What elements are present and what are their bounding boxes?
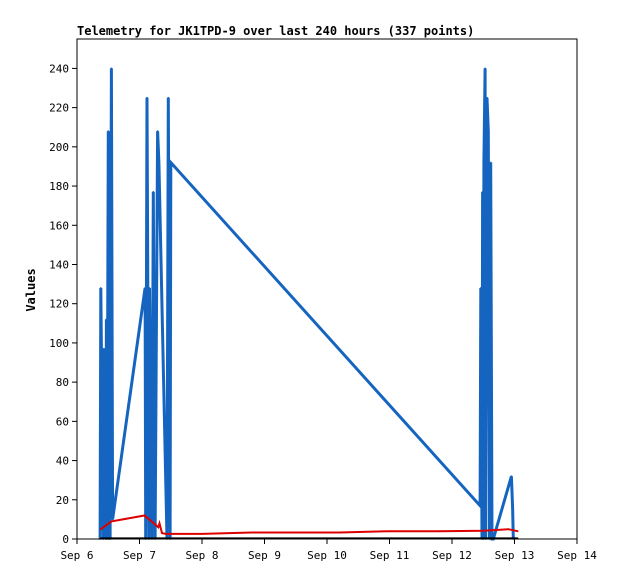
y-tick-label: 240	[49, 62, 69, 75]
series-red-point	[338, 531, 341, 534]
x-tick-label: Sep 13	[495, 549, 535, 562]
chart-title: Telemetry for JK1TPD-9 over last 240 hou…	[77, 24, 474, 38]
series-red-point	[516, 530, 519, 533]
x-tick-label: Sep 14	[557, 549, 597, 562]
series-blue-line	[98, 68, 515, 541]
x-tick-label: Sep 6	[60, 549, 93, 562]
series-blue-point	[144, 287, 147, 289]
series-blue-point	[146, 96, 148, 99]
y-tick-label: 220	[49, 102, 69, 115]
series-blue-point	[110, 67, 113, 70]
series-blue-point	[489, 161, 492, 164]
series-blue-point	[108, 224, 111, 227]
series-blue-point	[510, 475, 513, 478]
series-red-point	[201, 533, 203, 535]
series-blue-point	[486, 96, 488, 99]
y-tick-label: 100	[49, 337, 69, 350]
x-tick-label: Sep 7	[123, 549, 156, 562]
y-tick-label: 80	[56, 376, 69, 389]
x-tick-label: Sep 9	[248, 549, 281, 562]
series-blue-point	[107, 130, 110, 133]
series-blue-point	[105, 318, 108, 321]
series-red-point	[482, 529, 485, 532]
series-blue-point	[481, 191, 484, 193]
series-red-point	[176, 533, 178, 535]
series-red-point	[158, 522, 161, 525]
series-blue-point	[483, 161, 485, 164]
series-red-point	[157, 526, 160, 529]
series-blue-point	[479, 504, 481, 507]
series-blue-point	[99, 287, 102, 289]
y-tick-label: 200	[49, 141, 69, 154]
series-red-point	[251, 531, 253, 534]
y-axis-label: Values	[24, 268, 38, 311]
series-blue-point	[511, 506, 514, 509]
y-tick-label: 180	[49, 180, 69, 193]
y-tick-label: 160	[49, 219, 69, 232]
series-red-point	[164, 533, 167, 535]
series-red-point	[294, 531, 297, 534]
series-red-point	[388, 530, 391, 533]
series-red-point	[143, 514, 146, 517]
series-blue-point	[148, 287, 151, 289]
series-red-point	[438, 530, 441, 533]
y-tick-label: 60	[56, 415, 69, 428]
x-tick-label: Sep 8	[185, 549, 218, 562]
series-blue-point	[111, 518, 114, 521]
series-blue-point	[484, 67, 486, 70]
series-blue-point	[103, 347, 105, 350]
series-blue-point	[156, 130, 159, 133]
series-red-point	[99, 528, 102, 531]
series-blue-point	[487, 130, 490, 133]
series-blue-point	[167, 96, 170, 99]
y-tick-label: 20	[56, 494, 69, 507]
series-blue-point	[152, 191, 155, 193]
y-tick-label: 40	[56, 455, 69, 468]
series-blue-point	[479, 287, 482, 289]
y-tick-label: 0	[62, 533, 69, 546]
x-tick-label: Sep 10	[307, 549, 347, 562]
y-tick-label: 120	[49, 298, 69, 311]
x-tick-label: Sep 12	[432, 549, 472, 562]
y-tick-label: 140	[49, 258, 69, 271]
series-blue-point	[158, 161, 160, 164]
series-red-point	[507, 528, 510, 531]
series-red-line	[100, 514, 518, 535]
series-red-point	[110, 520, 113, 523]
series-blue-point	[169, 161, 172, 164]
series-red-point	[161, 532, 163, 534]
x-tick-label: Sep 11	[370, 549, 410, 562]
